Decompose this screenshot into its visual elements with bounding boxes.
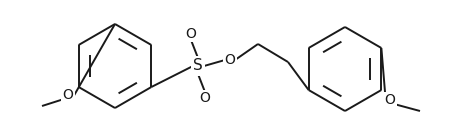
Text: O: O	[185, 27, 196, 41]
Text: O: O	[224, 53, 235, 67]
Text: O: O	[385, 93, 395, 107]
Text: S: S	[193, 58, 203, 74]
Text: O: O	[200, 91, 210, 105]
Text: O: O	[63, 88, 73, 102]
